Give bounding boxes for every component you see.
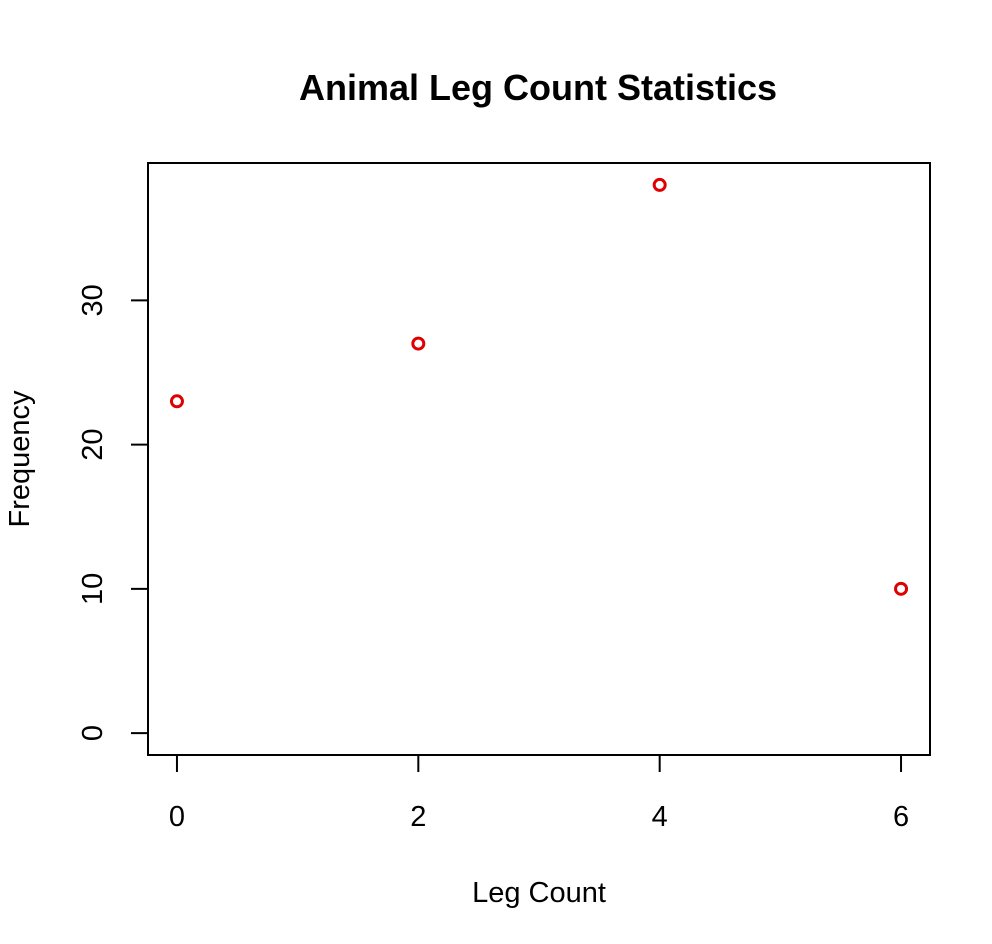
x-axis: 0 2 4 6 [169,754,909,833]
data-point [411,336,426,351]
y-tick-label: 20 [77,428,109,460]
data-point [652,177,667,192]
y-tick-label: 10 [77,573,109,605]
chart-title: Animal Leg Count Statistics [299,67,777,108]
y-tick-label: 30 [77,284,109,316]
x-tick-label: 0 [169,801,185,833]
y-axis: 0 10 20 30 [77,284,149,741]
plot-frame [147,162,931,756]
y-tick-label: 0 [77,725,109,741]
data-points [169,177,909,596]
data-point [894,581,909,596]
x-tick-label: 4 [652,801,668,833]
data-point [169,394,184,409]
x-tick-label: 6 [893,801,909,833]
y-axis-label: Frequency [4,390,36,528]
x-axis-label: Leg Count [472,877,606,909]
x-tick-label: 2 [410,801,426,833]
